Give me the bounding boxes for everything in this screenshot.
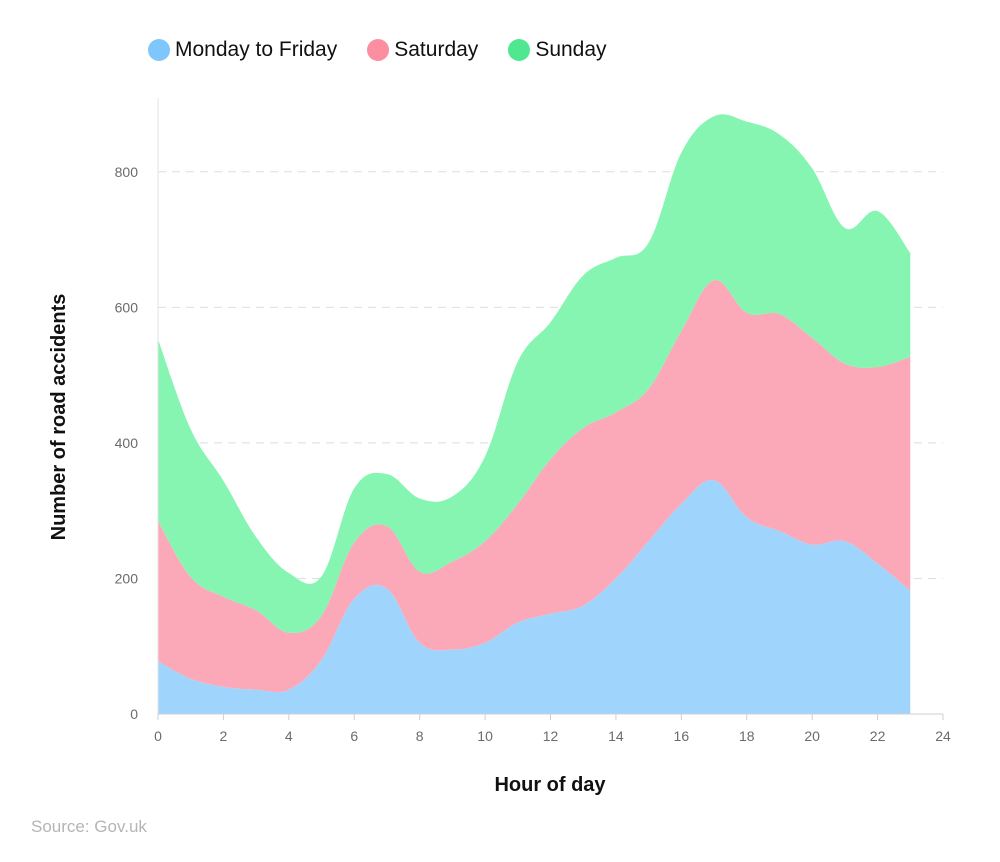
x-tick-label: 22 xyxy=(870,728,886,744)
legend-item-sunday: Sunday xyxy=(508,38,607,62)
y-tick-label: 400 xyxy=(115,435,139,451)
y-tick-label: 800 xyxy=(115,164,139,180)
area-monday-to-friday xyxy=(158,479,911,714)
x-tick-label: 0 xyxy=(154,728,162,744)
y-tick-label: 0 xyxy=(130,706,138,722)
x-tick-label: 18 xyxy=(739,728,755,744)
legend-label: Monday to Friday xyxy=(175,38,338,61)
x-tick-label: 10 xyxy=(477,728,493,744)
legend-label: Saturday xyxy=(394,38,479,61)
x-tick-label: 12 xyxy=(543,728,559,744)
x-tick-label: 20 xyxy=(804,728,820,744)
area-sunday xyxy=(158,114,911,633)
x-tick-label: 4 xyxy=(285,728,293,744)
legend-item-monday-to-friday: Monday to Friday xyxy=(148,38,337,62)
area-saturday xyxy=(158,279,911,693)
legend-swatch-sunday xyxy=(508,39,531,61)
legend-swatch-monday-to-friday xyxy=(148,39,170,61)
x-tick-label: 24 xyxy=(935,728,951,744)
legend-item-saturday: Saturday xyxy=(367,38,478,62)
x-tick-label: 16 xyxy=(674,728,690,744)
x-tick-label: 6 xyxy=(350,728,358,744)
legend-label: Sunday xyxy=(535,38,607,61)
legend: Monday to Friday Saturday Sunday xyxy=(148,38,607,62)
x-tick-label: 8 xyxy=(416,728,424,744)
y-tick-label: 600 xyxy=(115,299,139,315)
area-series xyxy=(158,114,911,714)
x-tick-label: 2 xyxy=(220,728,228,744)
x-axis-title: Hour of day xyxy=(494,774,606,796)
y-tick-label: 200 xyxy=(115,570,139,586)
y-axis-title: Number of road accidents xyxy=(48,294,70,541)
source-note: Source: Gov.uk xyxy=(31,817,147,836)
legend-swatch-saturday xyxy=(367,39,390,61)
x-tick-label: 14 xyxy=(608,728,624,744)
